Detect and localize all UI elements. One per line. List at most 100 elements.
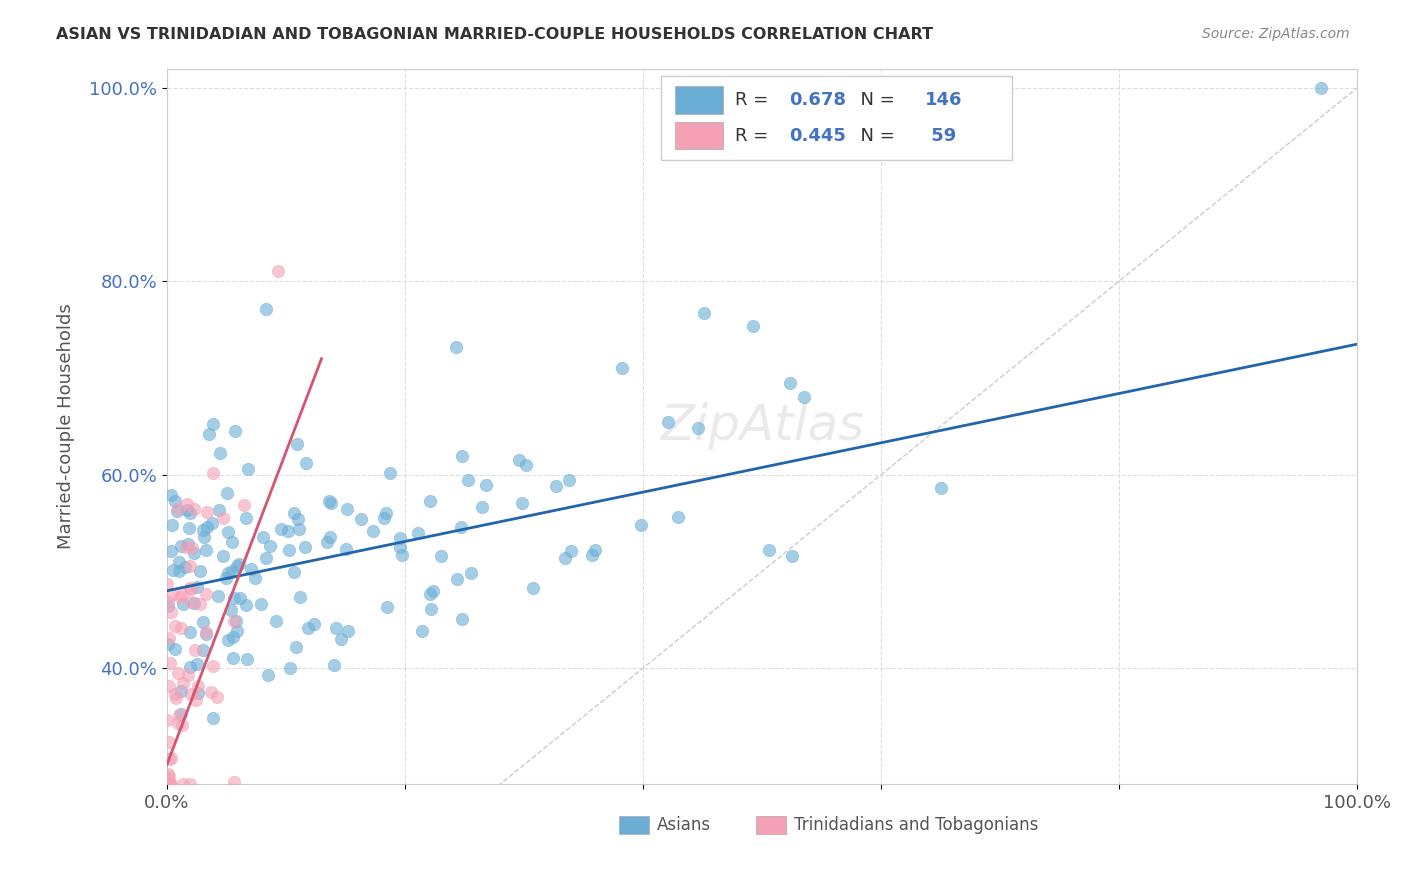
Point xyxy=(172,597,194,611)
Point xyxy=(201,711,224,725)
Point xyxy=(193,523,215,537)
Point xyxy=(444,340,467,354)
Point xyxy=(169,591,191,605)
Point xyxy=(226,558,249,573)
Point xyxy=(782,549,804,563)
Point xyxy=(193,530,215,544)
Point xyxy=(167,708,190,723)
Point xyxy=(411,624,433,639)
Point xyxy=(322,658,344,673)
Point xyxy=(221,564,243,578)
Bar xyxy=(675,87,723,113)
Point xyxy=(288,522,311,536)
Point xyxy=(157,632,180,646)
Point xyxy=(693,306,716,320)
Point xyxy=(250,597,273,611)
Text: Asians: Asians xyxy=(657,816,711,834)
Point xyxy=(219,603,242,617)
Point xyxy=(179,581,201,595)
Point xyxy=(388,541,411,555)
Point xyxy=(254,550,277,565)
Point xyxy=(419,586,441,600)
Point xyxy=(474,478,496,492)
Point xyxy=(238,462,260,476)
Point xyxy=(156,595,179,609)
Point xyxy=(207,503,229,517)
Point xyxy=(419,494,441,508)
Point xyxy=(160,605,183,619)
Point xyxy=(319,496,342,510)
Point xyxy=(167,666,190,681)
Text: ASIAN VS TRINIDADIAN AND TOBAGONIAN MARRIED-COUPLE HOUSEHOLDS CORRELATION CHART: ASIAN VS TRINIDADIAN AND TOBAGONIAN MARR… xyxy=(56,27,934,42)
Point xyxy=(195,505,218,519)
Point xyxy=(200,685,222,699)
Point xyxy=(160,751,183,765)
Point xyxy=(163,619,186,633)
Point xyxy=(157,679,180,693)
Point xyxy=(243,571,266,585)
Text: Source: ZipAtlas.com: Source: ZipAtlas.com xyxy=(1202,27,1350,41)
Point xyxy=(186,657,208,671)
Point xyxy=(156,713,179,727)
Point xyxy=(167,564,190,578)
Point xyxy=(188,597,211,611)
Point xyxy=(335,542,357,557)
Point xyxy=(162,518,184,533)
Point xyxy=(277,542,299,557)
Point xyxy=(167,502,190,516)
Point xyxy=(460,566,482,580)
Point xyxy=(758,542,780,557)
Point xyxy=(184,643,207,657)
Point xyxy=(156,577,179,591)
Text: 146: 146 xyxy=(925,91,963,109)
Point xyxy=(156,599,179,613)
Point xyxy=(157,735,180,749)
Point xyxy=(179,660,201,674)
Point xyxy=(277,524,299,538)
Point xyxy=(215,485,238,500)
Point xyxy=(156,772,179,786)
Point xyxy=(170,621,193,635)
Point xyxy=(522,581,544,595)
Point xyxy=(287,437,309,451)
Point xyxy=(170,589,193,603)
Point xyxy=(187,679,209,693)
Point xyxy=(222,650,245,665)
Text: 0.445: 0.445 xyxy=(789,127,846,145)
Point xyxy=(361,524,384,539)
Point xyxy=(222,630,245,644)
Point xyxy=(1310,81,1333,95)
Point xyxy=(172,675,194,690)
Point xyxy=(554,550,576,565)
Point xyxy=(187,686,209,700)
Point xyxy=(408,526,430,541)
Point xyxy=(457,473,479,487)
Bar xyxy=(675,122,723,149)
Point xyxy=(179,625,201,640)
Point xyxy=(177,521,200,535)
Point xyxy=(165,691,187,706)
Point xyxy=(221,535,243,549)
Point xyxy=(450,449,472,463)
Point xyxy=(297,621,319,635)
Point xyxy=(254,302,277,317)
Point xyxy=(169,683,191,698)
Point xyxy=(172,718,194,732)
Y-axis label: Married-couple Households: Married-couple Households xyxy=(58,303,75,549)
Point xyxy=(157,637,180,651)
Point xyxy=(373,511,395,525)
Point xyxy=(224,425,246,439)
Point xyxy=(259,539,281,553)
Point xyxy=(583,543,606,558)
Point xyxy=(558,473,581,487)
Point xyxy=(191,615,214,629)
Point xyxy=(201,466,224,480)
Point xyxy=(194,586,217,600)
Point xyxy=(218,633,240,648)
Point xyxy=(179,558,201,573)
Text: 59: 59 xyxy=(925,127,956,145)
Text: N =: N = xyxy=(849,91,900,109)
Point xyxy=(330,632,353,646)
Point xyxy=(378,467,401,481)
Point xyxy=(657,415,679,429)
